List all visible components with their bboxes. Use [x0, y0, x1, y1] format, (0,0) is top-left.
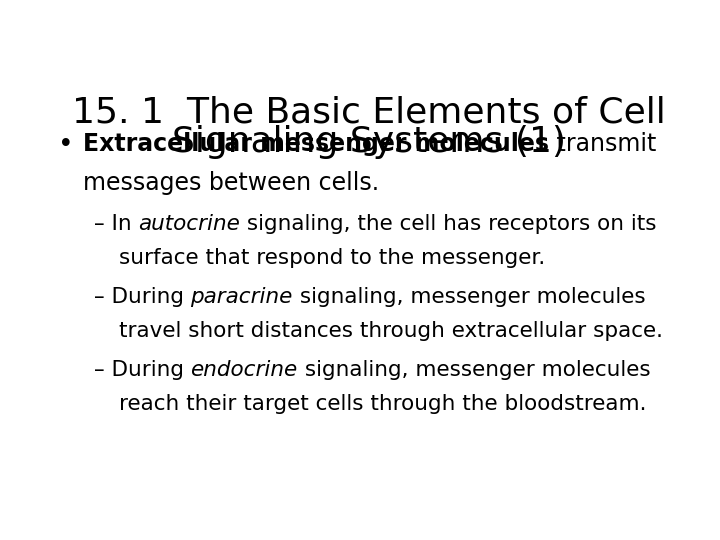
Text: surface that respond to the messenger.: surface that respond to the messenger.: [119, 248, 545, 268]
Text: – During: – During: [94, 360, 191, 380]
Text: signaling, messenger molecules: signaling, messenger molecules: [293, 287, 645, 307]
Text: travel short distances through extracellular space.: travel short distances through extracell…: [119, 321, 663, 341]
Text: 15. 1  The Basic Elements of Cell: 15. 1 The Basic Elements of Cell: [72, 96, 666, 130]
Text: – During: – During: [94, 287, 191, 307]
Text: signaling, the cell has receptors on its: signaling, the cell has receptors on its: [240, 214, 657, 234]
Text: •: •: [58, 132, 73, 158]
Text: signaling, messenger molecules: signaling, messenger molecules: [298, 360, 650, 380]
Text: messages between cells.: messages between cells.: [83, 171, 379, 195]
Text: Extracellular messenger molecules: Extracellular messenger molecules: [83, 132, 549, 156]
Text: endocrine: endocrine: [191, 360, 298, 380]
Text: transmit: transmit: [549, 132, 656, 156]
Text: reach their target cells through the bloodstream.: reach their target cells through the blo…: [119, 394, 647, 414]
Text: autocrine: autocrine: [138, 214, 240, 234]
Text: paracrine: paracrine: [191, 287, 293, 307]
Text: – In: – In: [94, 214, 138, 234]
Text: Signaling Systems (1): Signaling Systems (1): [172, 125, 566, 159]
